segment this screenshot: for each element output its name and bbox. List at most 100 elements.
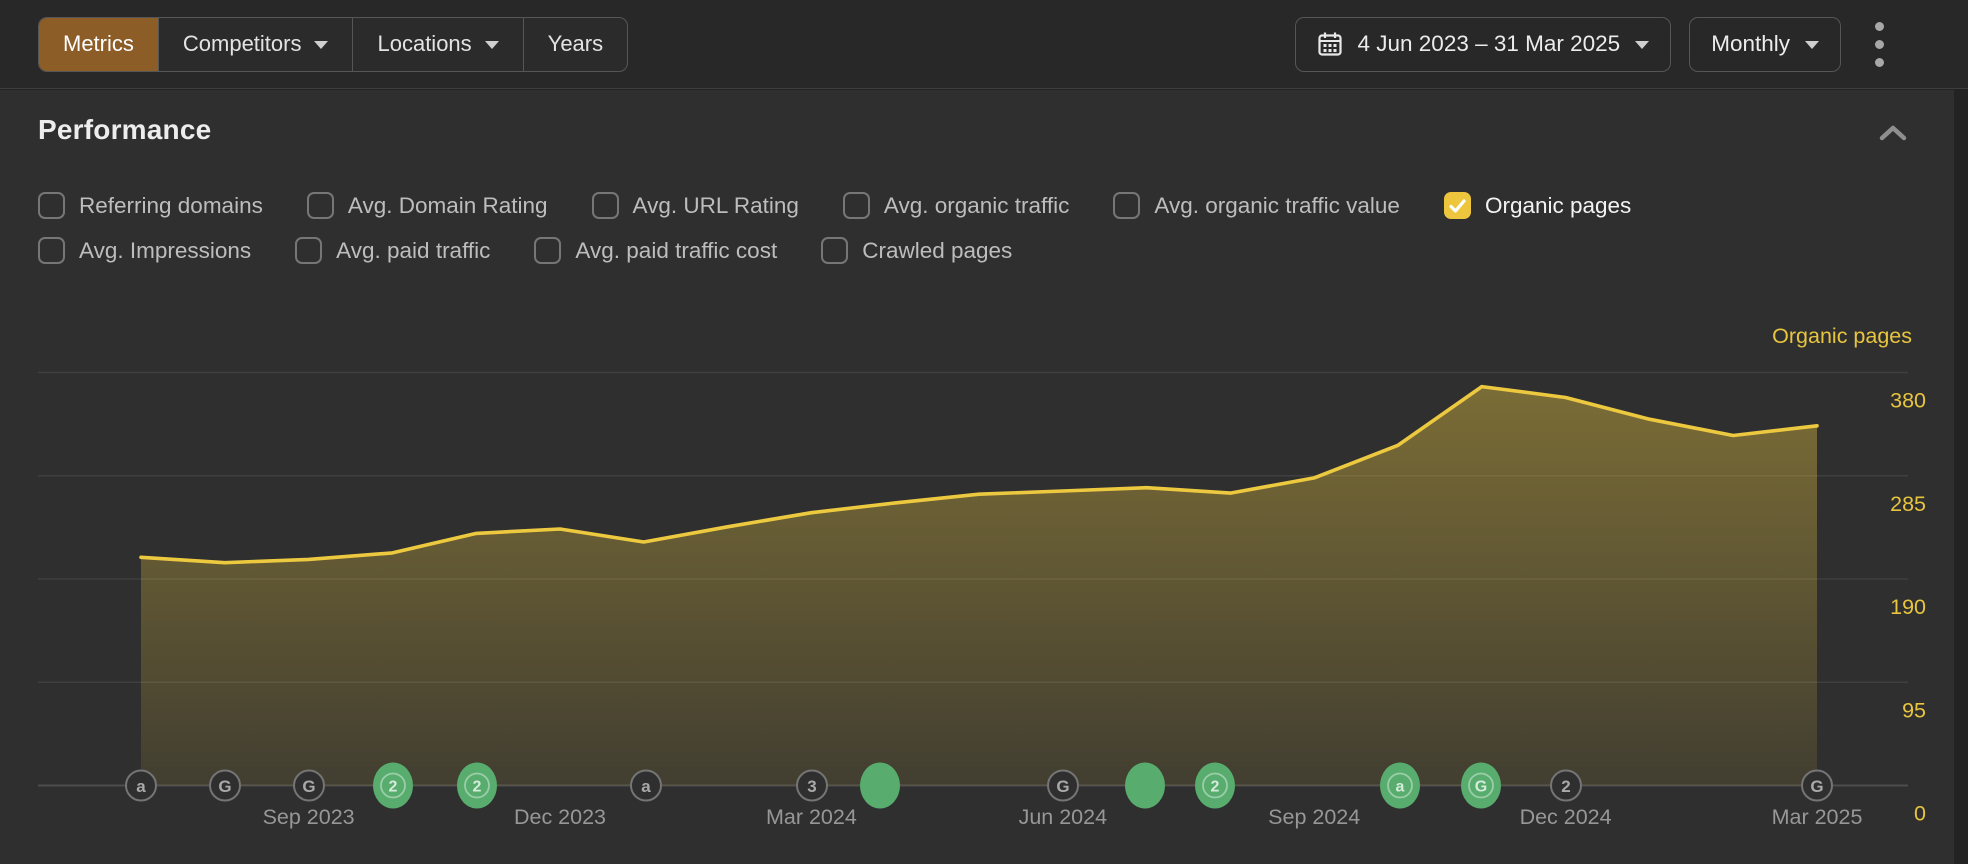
tab-years[interactable]: Years — [522, 17, 627, 71]
checkbox-icon — [295, 237, 323, 264]
x-axis-tick-label: Dec 2024 — [1520, 805, 1612, 829]
y-axis-tick-label: 285 — [1890, 492, 1926, 516]
event-marker-a[interactable]: a — [630, 769, 662, 802]
granularity-button[interactable]: Monthly — [1689, 16, 1841, 72]
metric-label: Avg. organic traffic value — [1154, 192, 1400, 218]
x-axis-tick-label: Sep 2024 — [1268, 805, 1360, 829]
tab-label: Competitors — [182, 31, 302, 56]
checkbox-icon — [591, 192, 619, 219]
chevron-down-icon — [1635, 41, 1650, 49]
event-marker-g[interactable]: G — [1047, 769, 1079, 802]
metric-checkbox-avg-organic-traffic[interactable]: Avg. organic traffic — [842, 192, 1070, 219]
chevron-down-icon — [1805, 41, 1819, 49]
svg-text:G: G — [1475, 779, 1487, 796]
tab-label: Locations — [377, 31, 472, 56]
metric-label: Avg. URL Rating — [632, 192, 799, 218]
svg-text:G: G — [1056, 777, 1069, 796]
svg-text:2: 2 — [389, 779, 398, 796]
x-axis-tick-label: Sep 2023 — [263, 805, 355, 829]
svg-text:a: a — [641, 777, 651, 796]
tab-label: Metrics — [63, 31, 134, 56]
metric-label: Organic pages — [1484, 192, 1632, 218]
metric-checkbox-avg-domain-rating[interactable]: Avg. Domain Rating — [306, 192, 548, 219]
metric-label: Avg. Impressions — [79, 237, 252, 263]
event-marker-dot[interactable] — [1125, 762, 1165, 809]
chevron-down-icon — [484, 41, 499, 49]
tab-label: Years — [547, 31, 604, 56]
svg-text:2: 2 — [1561, 777, 1570, 796]
metric-toggles: Referring domains Avg. Domain Rating Avg. … — [38, 192, 1631, 264]
checkbox-icon — [38, 237, 65, 264]
metric-checkbox-avg-impressions[interactable]: Avg. Impressions — [38, 237, 251, 264]
event-marker-dot[interactable] — [860, 762, 900, 809]
metric-checkbox-avg-organic-traffic-value[interactable]: Avg. organic traffic value — [1113, 192, 1400, 219]
metric-checkbox-organic-pages[interactable]: Organic pages — [1443, 192, 1632, 219]
x-axis-tick-label: Dec 2023 — [514, 805, 606, 829]
event-marker-a[interactable]: a — [125, 769, 157, 802]
event-marker-2[interactable]: 2 — [1195, 762, 1235, 809]
x-axis-tick-label: Jun 2024 — [1019, 805, 1108, 829]
svg-text:2: 2 — [473, 779, 482, 796]
event-marker-g[interactable]: G — [1461, 762, 1501, 809]
checkbox-icon — [1113, 192, 1141, 219]
y-axis-tick-label: 190 — [1890, 595, 1926, 619]
svg-text:3: 3 — [807, 777, 816, 796]
svg-text:G: G — [218, 777, 231, 796]
date-range-button[interactable]: 4 Jun 2023 – 31 Mar 2025 — [1294, 16, 1672, 72]
metric-label: Avg. paid traffic cost — [575, 237, 778, 263]
svg-text:a: a — [1396, 779, 1405, 796]
checkbox-icon — [38, 192, 65, 219]
metric-label: Avg. organic traffic — [883, 192, 1070, 218]
metric-checkbox-crawled-pages[interactable]: Crawled pages — [821, 237, 1012, 264]
event-marker-g[interactable]: G — [209, 769, 241, 802]
date-range-label: 4 Jun 2023 – 31 Mar 2025 — [1357, 31, 1621, 56]
metric-checkbox-avg-url-rating[interactable]: Avg. URL Rating — [591, 192, 799, 219]
checkbox-icon — [842, 192, 870, 219]
chevron-down-icon — [314, 41, 329, 49]
metric-checkbox-referring-domains[interactable]: Referring domains — [38, 192, 263, 219]
performance-panel: Performance Referring domains Avg. Domain… — [0, 90, 1954, 864]
tab-metrics[interactable]: Metrics — [39, 17, 158, 71]
panel-title: Performance — [38, 114, 212, 145]
event-marker-g[interactable]: G — [293, 769, 325, 802]
event-marker-3[interactable]: 3 — [796, 769, 828, 802]
metric-checkbox-avg-paid-traffic-cost[interactable]: Avg. paid traffic cost — [534, 237, 777, 264]
checkbox-checked-icon — [1443, 192, 1471, 219]
y-axis-tick-label: 95 — [1902, 698, 1926, 722]
checkbox-icon — [821, 237, 849, 264]
y-axis-tick-label: 380 — [1890, 389, 1926, 413]
top-toolbar: Metrics Competitors Locations Years 4 Jun 2… — [0, 0, 1968, 89]
event-marker-g[interactable]: G — [1801, 769, 1833, 802]
checkbox-icon — [306, 192, 334, 219]
x-axis-tick-label: Mar 2024 — [766, 805, 857, 829]
event-marker-2[interactable]: 2 — [457, 762, 497, 809]
chevron-up-icon — [1879, 125, 1907, 141]
event-marker-2[interactable]: 2 — [373, 762, 413, 809]
event-marker-2[interactable]: 2 — [1550, 769, 1582, 802]
series-legend: Organic pages — [1772, 324, 1912, 348]
checkbox-icon — [534, 237, 562, 264]
toolbar-right: 4 Jun 2023 – 31 Mar 2025 Monthly — [1294, 14, 1895, 75]
granularity-label: Monthly — [1711, 31, 1790, 56]
svg-text:a: a — [136, 777, 146, 796]
y-axis-tick-label: 0 — [1914, 802, 1926, 826]
svg-text:2: 2 — [1211, 779, 1220, 796]
event-marker-a[interactable]: a — [1380, 762, 1420, 809]
kebab-menu-button[interactable] — [1865, 14, 1894, 75]
metric-label: Crawled pages — [862, 237, 1013, 263]
chart-line — [139, 384, 1819, 565]
performance-chart: 380 285 190 95 0 Sep 2023 Dec 2023 Mar 2024 Jun … — [38, 371, 1926, 829]
collapse-panel-button[interactable] — [1878, 124, 1908, 147]
metric-label: Avg. paid traffic — [336, 237, 491, 263]
metric-label: Referring domains — [79, 192, 263, 218]
svg-text:G: G — [1810, 777, 1823, 796]
calendar-icon — [1317, 31, 1343, 57]
view-tabs: Metrics Competitors Locations Years — [38, 16, 629, 72]
metric-label: Avg. Domain Rating — [347, 192, 548, 218]
x-axis-tick-label: Mar 2025 — [1772, 805, 1863, 829]
metric-checkbox-avg-paid-traffic[interactable]: Avg. paid traffic — [295, 237, 490, 264]
svg-text:G: G — [302, 777, 315, 796]
tab-locations[interactable]: Locations — [352, 17, 522, 71]
chart-area-fill — [141, 386, 1817, 786]
tab-competitors[interactable]: Competitors — [157, 17, 353, 71]
